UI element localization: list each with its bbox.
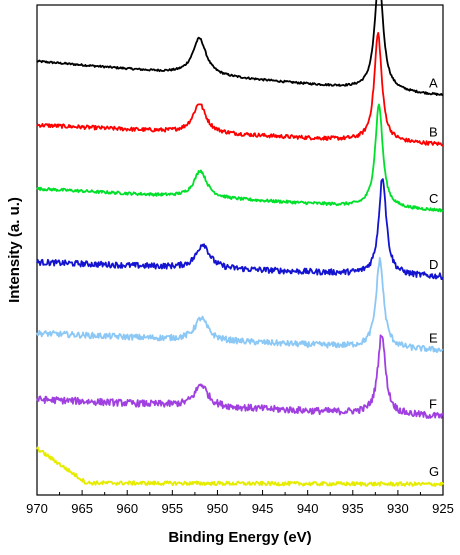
x-axis-title: Binding Energy (eV) <box>168 529 311 546</box>
series-line-E <box>36 256 444 354</box>
y-axis-title: Intensity (a. u.) <box>6 197 23 303</box>
series-label-B: B <box>429 125 438 140</box>
x-tick-label: 940 <box>297 501 319 516</box>
x-tick-label: 945 <box>252 501 274 516</box>
series-line-F <box>36 334 444 419</box>
series-label-A: A <box>429 76 438 91</box>
series-layer <box>36 0 444 487</box>
series-label-E: E <box>429 330 438 345</box>
x-tick-label: 930 <box>387 501 409 516</box>
x-tick-label: 935 <box>342 501 364 516</box>
series-label-C: C <box>429 191 438 206</box>
series-label-D: D <box>429 257 438 272</box>
x-axis-ticks: 970 965 960 955 950 945 940 935 930 925 <box>26 490 454 516</box>
series-label-F: F <box>429 397 437 412</box>
x-tick-label: 965 <box>71 501 93 516</box>
x-tick-label: 950 <box>207 501 229 516</box>
series-labels: A B C D E F G <box>429 76 439 480</box>
series-label-G: G <box>429 464 439 479</box>
x-tick-label: 925 <box>432 501 454 516</box>
series-line-D <box>36 178 444 281</box>
series-line-B <box>36 32 444 147</box>
series-line-G <box>36 446 444 487</box>
x-tick-label: 955 <box>161 501 183 516</box>
series-line-A <box>36 0 444 97</box>
x-tick-label: 960 <box>116 501 138 516</box>
x-tick-label: 970 <box>26 501 48 516</box>
series-line-C <box>36 103 444 213</box>
